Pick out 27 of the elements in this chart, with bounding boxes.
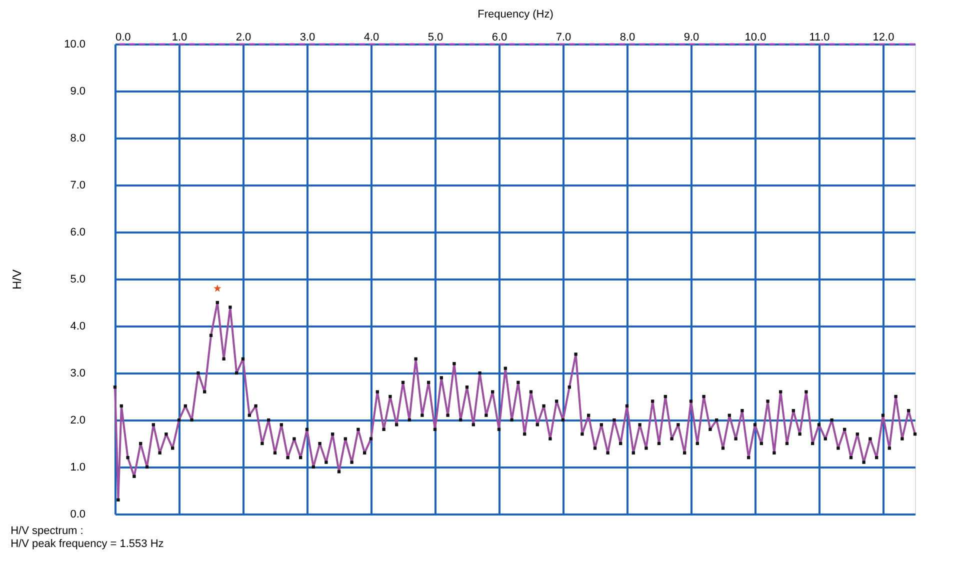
x-axis-title: Frequency (Hz) [478, 8, 554, 20]
y-tick-label: 6.0 [70, 226, 86, 238]
text: H/V spectrum : [10, 525, 84, 537]
y-tick-label: 9.0 [70, 86, 86, 98]
y-tick-label: 1.0 [70, 462, 86, 474]
y-tick-label: 3.0 [70, 368, 86, 380]
x-tick-label: 5.0 [428, 32, 444, 44]
x-tick-label: 1.0 [172, 32, 188, 44]
y-axis-title: H/V [10, 269, 24, 290]
x-tick-label: 8.0 [620, 32, 636, 44]
x-tick-label: 7.0 [556, 32, 572, 44]
x-tick-label: 4.0 [364, 32, 380, 44]
text: H/V peak frequency = 1.553 Hz [10, 538, 164, 550]
y-tick-label: 7.0 [70, 180, 86, 192]
x-tick-label: 0.0 [116, 32, 131, 44]
y-tick-label: 0.0 [70, 508, 86, 520]
x-tick-label: 2.0 [236, 32, 252, 44]
x-tick-label: 3.0 [300, 32, 316, 44]
y-tick-label: 4.0 [70, 320, 86, 332]
x-tick-label: 9.0 [684, 32, 700, 44]
x-tick-label: 10.0 [744, 32, 766, 44]
x-tick-label: 12.0 [872, 32, 894, 44]
x-tick-label: 11.0 [809, 32, 830, 44]
y-tick-label: 2.0 [70, 414, 86, 426]
y-tick-label: 5.0 [70, 274, 86, 286]
y-tick-label: 8.0 [70, 132, 86, 144]
x-tick-label: 6.0 [492, 32, 508, 44]
